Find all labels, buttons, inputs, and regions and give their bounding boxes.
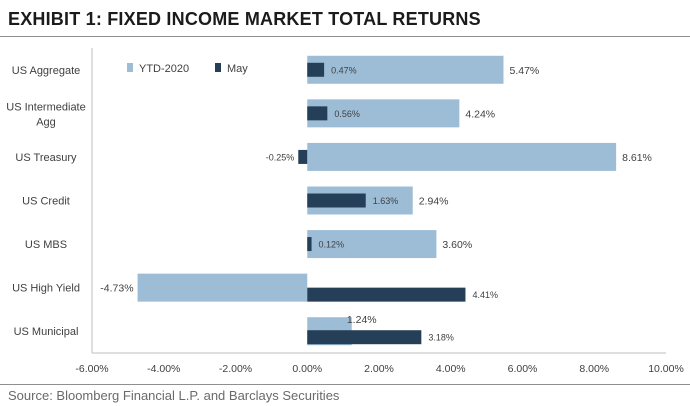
category-label-line: Agg [36, 116, 56, 128]
x-tick-label: 10.00% [648, 363, 684, 375]
data-label-may: 0.47% [331, 65, 357, 75]
data-label-ytd: 8.61% [622, 152, 652, 164]
category-label: US Intermediate Agg [6, 101, 85, 128]
bar-may [298, 149, 308, 164]
category-label: US Credit [22, 196, 70, 208]
x-tick-label: -4.00% [147, 363, 180, 375]
data-label-ytd: -4.73% [100, 283, 133, 295]
data-label-ytd: 5.47% [509, 65, 539, 77]
legend-label-may: May [227, 63, 248, 75]
category-label: US Aggregate [12, 65, 81, 77]
category-label-line: US Aggregate [12, 65, 81, 77]
data-label-may: 0.12% [319, 240, 345, 250]
data-label-may: 1.63% [373, 196, 399, 206]
bar-ytd [307, 142, 617, 171]
category-label-line: US Intermediate [6, 101, 85, 113]
category-label-line: US Credit [22, 196, 70, 208]
x-tick-label: 4.00% [436, 363, 466, 375]
bar-ytd [307, 230, 437, 259]
bar-may [307, 106, 328, 121]
bar-may [307, 330, 422, 345]
data-label-ytd: 3.60% [442, 239, 472, 251]
category-label-line: US Municipal [14, 326, 79, 338]
category-label-line: US MBS [25, 239, 67, 251]
x-tick-label: -6.00% [75, 363, 108, 375]
data-label-ytd: 4.24% [465, 108, 495, 120]
source-rule [0, 384, 690, 385]
legend-swatch-may [215, 63, 221, 72]
category-label: US Treasury [15, 152, 77, 164]
legend-swatch-ytd [127, 63, 133, 72]
bar-ytd [307, 99, 460, 128]
data-label-may: 4.41% [472, 290, 498, 300]
bar-may [307, 62, 325, 77]
exhibit-title: EXHIBIT 1: FIXED INCOME MARKET TOTAL RET… [8, 9, 481, 29]
category-label-line: US Treasury [15, 152, 77, 164]
data-label-may: -0.25% [266, 152, 295, 162]
x-tick-label: 6.00% [508, 363, 538, 375]
bar-may [307, 193, 366, 208]
source-note: Source: Bloomberg Financial L.P. and Bar… [8, 388, 340, 403]
fixed-income-returns-chart: US Aggregate US Intermediate Agg US Treasur… [6, 48, 684, 375]
category-label-line: US High Yield [12, 283, 80, 295]
legend-label-ytd: YTD-2020 [139, 63, 189, 75]
x-tick-label: 0.00% [292, 363, 322, 375]
data-label-ytd: 2.94% [419, 196, 449, 208]
x-tick-label: -2.00% [219, 363, 252, 375]
bar-may [307, 287, 466, 302]
category-label: US High Yield [12, 283, 80, 295]
data-label-ytd: 1.24% [347, 314, 377, 326]
bar-may [307, 237, 312, 252]
data-label-may: 0.56% [334, 109, 360, 119]
bar-ytd [307, 55, 504, 84]
category-label: US MBS [25, 239, 67, 251]
bar-ytd [137, 273, 308, 302]
x-tick-label: 2.00% [364, 363, 394, 375]
x-tick-label: 8.00% [579, 363, 609, 375]
title-rule [0, 36, 690, 37]
category-label: US Municipal [14, 326, 79, 338]
data-label-may: 3.18% [428, 333, 454, 343]
